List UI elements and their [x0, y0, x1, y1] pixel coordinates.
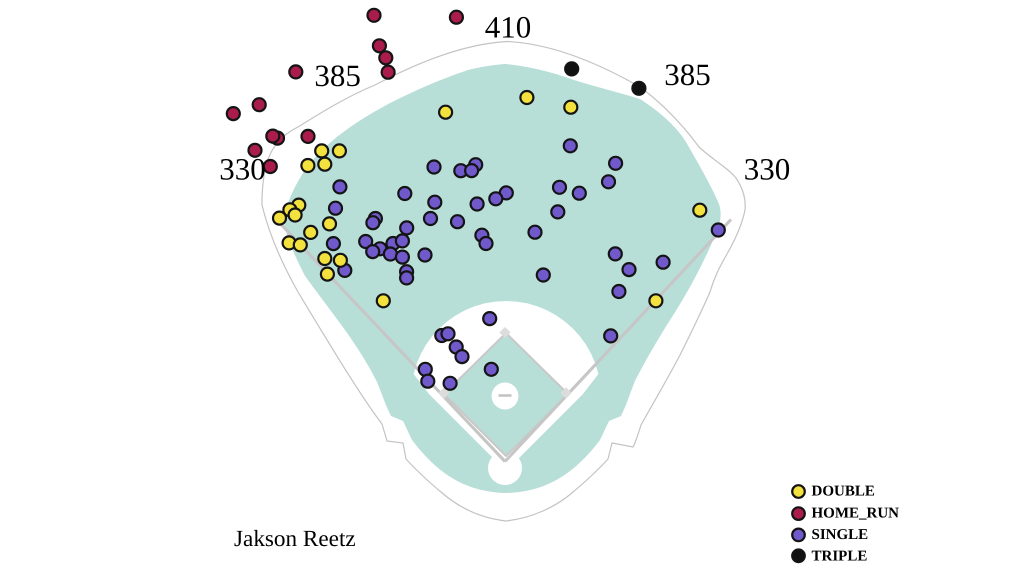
svg-text:Jakson Reetz: Jakson Reetz [234, 526, 356, 552]
svg-text:330: 330 [744, 152, 791, 187]
svg-text:410: 410 [485, 10, 532, 45]
svg-text:DOUBLE: DOUBLE [812, 484, 875, 500]
svg-text:385: 385 [314, 58, 361, 93]
svg-text:TRIPLE: TRIPLE [812, 549, 868, 565]
svg-text:HOME_RUN: HOME_RUN [812, 506, 900, 522]
svg-text:330: 330 [219, 152, 266, 187]
svg-text:385: 385 [664, 57, 711, 92]
svg-text:SINGLE: SINGLE [812, 527, 869, 543]
